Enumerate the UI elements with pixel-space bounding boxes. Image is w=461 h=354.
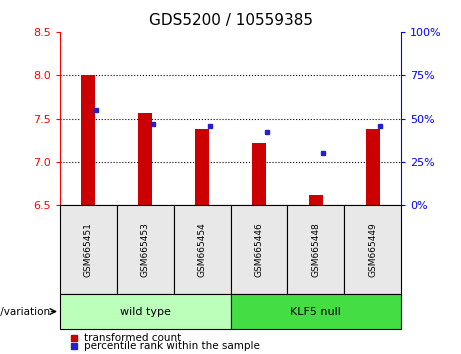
Text: GSM665448: GSM665448 [311,222,320,277]
Bar [117,205,174,294]
Text: wild type: wild type [120,307,171,316]
Text: GSM665446: GSM665446 [254,222,263,277]
Bar [138,113,152,205]
Text: genotype/variation: genotype/variation [0,307,51,316]
Text: GSM665453: GSM665453 [141,222,150,277]
Bar [60,294,230,329]
Text: GSM665449: GSM665449 [368,222,377,277]
Bar [230,205,287,294]
Bar [309,195,323,205]
Text: GSM665454: GSM665454 [198,222,207,277]
Text: KLF5 null: KLF5 null [290,307,341,316]
Bar [252,143,266,205]
Text: transformed count: transformed count [84,333,181,343]
Bar [287,205,344,294]
Bar [344,205,401,294]
Text: GSM665451: GSM665451 [84,222,93,277]
Text: percentile rank within the sample: percentile rank within the sample [84,341,260,350]
Bar [230,294,401,329]
Bar [81,75,95,205]
Bar [60,205,117,294]
Bar [174,205,230,294]
Bar [366,129,380,205]
Title: GDS5200 / 10559385: GDS5200 / 10559385 [148,13,313,28]
Bar [195,129,209,205]
